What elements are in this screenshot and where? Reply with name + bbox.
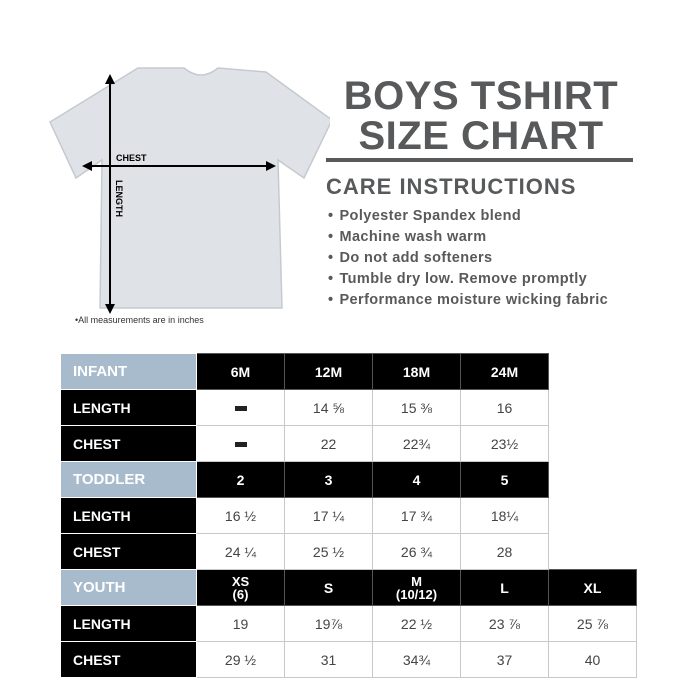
row-label: CHEST (60, 533, 197, 570)
size-header: S (284, 569, 373, 606)
care-item: Machine wash warm (328, 227, 608, 248)
measurement-cell: 19⅞ (284, 605, 373, 642)
size-header: 5 (460, 461, 549, 498)
size-header: M (10/12) (372, 569, 461, 606)
row-label: LENGTH (60, 389, 197, 426)
group-label: YOUTH (60, 569, 197, 606)
table-row: LENGTH 19 19⅞ 22 ½ 23 ⅞ 25 ⅞ (60, 605, 637, 642)
measurement-cell: 24 ¼ (196, 533, 285, 570)
table-row: CHEST 24 ¼ 25 ½ 26 ¾ 28 (60, 533, 637, 570)
empty-cell (549, 498, 637, 534)
size-header: 12M (284, 353, 373, 390)
table-row: CHEST 29 ½ 31 34¾ 37 40 (60, 641, 637, 678)
size-header: XS (6) (196, 569, 285, 606)
measurement-cell: 19 (196, 605, 285, 642)
measurement-cell: 23 ⅞ (460, 605, 549, 642)
measurement-cell: 18¼ (460, 497, 549, 534)
dash-icon (234, 442, 247, 448)
measurement-cell: 31 (284, 641, 373, 678)
divider (326, 158, 633, 162)
care-item: Do not add softeners (328, 248, 608, 269)
care-item: Tumble dry low. Remove promptly (328, 269, 608, 290)
measurement-cell: 16 ½ (196, 497, 285, 534)
title-line: SIZE CHART (358, 114, 604, 158)
measurement-cell: 37 (460, 641, 549, 678)
row-label: LENGTH (60, 497, 197, 534)
table-row: CHEST 22 22¾ 23½ (60, 425, 637, 462)
row-label: CHEST (60, 641, 197, 678)
measurement-cell: 15 ⅜ (372, 389, 461, 426)
measurement-cell: 16 (460, 389, 549, 426)
measurement-cell: 34¾ (372, 641, 461, 678)
measurement-cell: 17 ¾ (372, 497, 461, 534)
measurement-cell (196, 389, 285, 426)
chest-label: CHEST (116, 153, 147, 163)
tshirt-diagram: CHEST LENGTH (49, 67, 330, 314)
length-label: LENGTH (114, 180, 124, 217)
care-list: Polyester Spandex blend Machine wash war… (328, 206, 608, 311)
size-table: INFANT 6M 12M 18M 24M LENGTH 14 ⅝ 15 ⅜ 16 CHEST 22… (60, 353, 637, 678)
empty-cell (549, 426, 637, 462)
group-header-row: TODDLER 2 3 4 5 (60, 461, 637, 498)
size-header: 6M (196, 353, 285, 390)
measurement-cell: 17 ¼ (284, 497, 373, 534)
care-item: Polyester Spandex blend (328, 206, 608, 227)
size-header: 24M (460, 353, 549, 390)
group-label: INFANT (60, 353, 197, 390)
measurement-cell: 29 ½ (196, 641, 285, 678)
care-item: Performance moisture wicking fabric (328, 290, 608, 311)
measurement-cell (196, 425, 285, 462)
group-header-row: YOUTH XS (6) S M (10/12) L XL (60, 569, 637, 606)
table-row: LENGTH 16 ½ 17 ¼ 17 ¾ 18¼ (60, 497, 637, 534)
size-header: 2 (196, 461, 285, 498)
measurement-cell: 40 (548, 641, 637, 678)
measurement-cell: 22 (284, 425, 373, 462)
measurement-cell: 26 ¾ (372, 533, 461, 570)
size-header: XL (548, 569, 637, 606)
measurement-cell: 25 ½ (284, 533, 373, 570)
page-title: BOYS TSHIRT SIZE CHART (326, 76, 636, 156)
group-label: TODDLER (60, 461, 197, 498)
empty-cell (549, 462, 637, 498)
measurement-cell: 22¾ (372, 425, 461, 462)
empty-cell (549, 354, 637, 390)
row-label: CHEST (60, 425, 197, 462)
title-line: BOYS TSHIRT (343, 74, 619, 118)
size-header: 18M (372, 353, 461, 390)
size-header: L (460, 569, 549, 606)
group-header-row: INFANT 6M 12M 18M 24M (60, 353, 637, 390)
dash-icon (234, 406, 247, 412)
measurement-cell: 23½ (460, 425, 549, 462)
measurement-cell: 28 (460, 533, 549, 570)
table-row: LENGTH 14 ⅝ 15 ⅜ 16 (60, 389, 637, 426)
measurement-cell: 14 ⅝ (284, 389, 373, 426)
care-heading: CARE INSTRUCTIONS (326, 174, 577, 199)
tshirt-shape (49, 67, 330, 309)
size-header: 4 (372, 461, 461, 498)
measurement-cell: 22 ½ (372, 605, 461, 642)
measurement-note: •All measurements are in inches (75, 315, 204, 325)
empty-cell (549, 390, 637, 426)
size-header: 3 (284, 461, 373, 498)
empty-cell (549, 534, 637, 570)
row-label: LENGTH (60, 605, 197, 642)
measurement-cell: 25 ⅞ (548, 605, 637, 642)
